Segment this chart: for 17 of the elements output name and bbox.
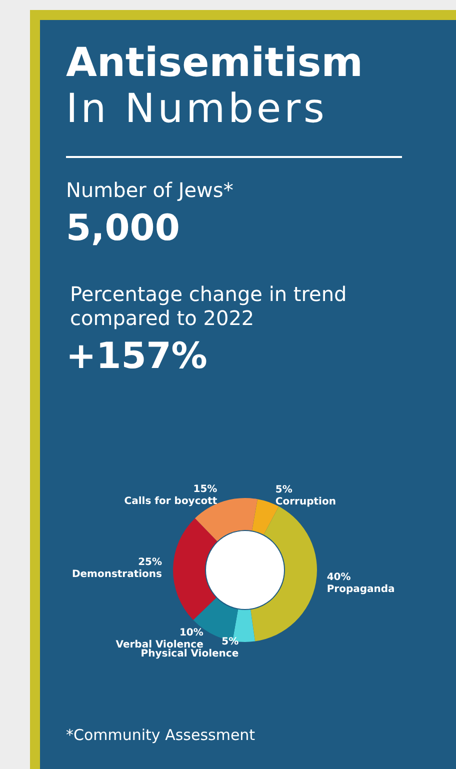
text: +157%	[66, 336, 208, 377]
data-label: 15%	[193, 484, 218, 495]
text: *Community Assessment	[66, 726, 256, 744]
slice-label: Propaganda	[326, 584, 395, 596]
data-label: 5%	[222, 636, 239, 648]
chart-title: Antisemitism In Numbers	[66, 40, 363, 132]
slice-label: Corruption	[275, 496, 336, 508]
data-label: 40%	[326, 572, 351, 584]
data-label: 25%	[138, 557, 162, 568]
slice-label: Physical Violence	[140, 648, 239, 660]
slice-label: Calls for boycott	[124, 496, 218, 507]
text: Percentage change in trend compared to 2022	[70, 282, 348, 330]
text: 5,000	[66, 208, 180, 249]
slice-label: Demonstrations	[72, 569, 162, 580]
data-label: 5%	[275, 484, 292, 496]
text: Number of Jews*	[66, 178, 234, 202]
data-label: 10%	[179, 627, 204, 638]
